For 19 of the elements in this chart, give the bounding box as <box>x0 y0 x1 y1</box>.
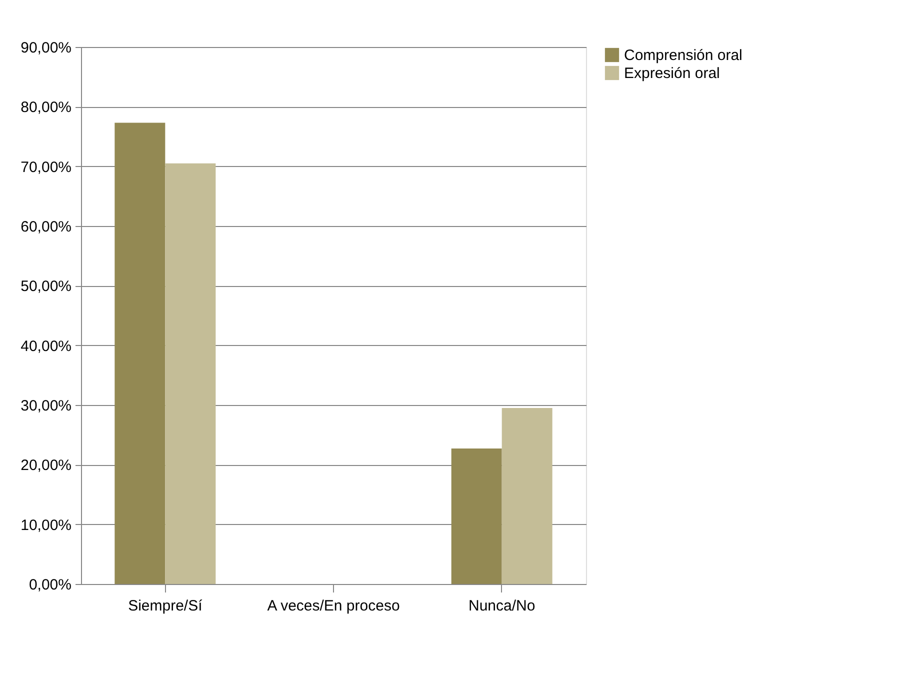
bar <box>451 448 502 584</box>
y-tick-label: 0,00% <box>28 576 72 594</box>
x-tick-label: Nunca/No <box>468 598 536 614</box>
y-tick-label: 50,00% <box>20 278 72 296</box>
bar <box>114 122 166 584</box>
y-tick-label: 20,00% <box>20 457 72 474</box>
y-tick-label: 70,00% <box>20 158 72 176</box>
x-tick-label: Siempre/Sí <box>128 598 204 614</box>
legend-label: Comprensión oral <box>624 47 742 64</box>
legend-label: Expresión oral <box>624 65 720 82</box>
y-tick-label: 90,00% <box>20 40 72 56</box>
y-tick-label: 30,00% <box>20 398 72 414</box>
y-tick-label: 60,00% <box>20 218 72 236</box>
y-tick-label: 40,00% <box>20 338 72 355</box>
bar <box>165 163 216 584</box>
x-tick-label: A veces/En proceso <box>267 598 400 614</box>
y-tick-label: 10,00% <box>20 516 72 534</box>
bar <box>502 408 552 584</box>
y-tick-label: 80,00% <box>20 99 72 116</box>
